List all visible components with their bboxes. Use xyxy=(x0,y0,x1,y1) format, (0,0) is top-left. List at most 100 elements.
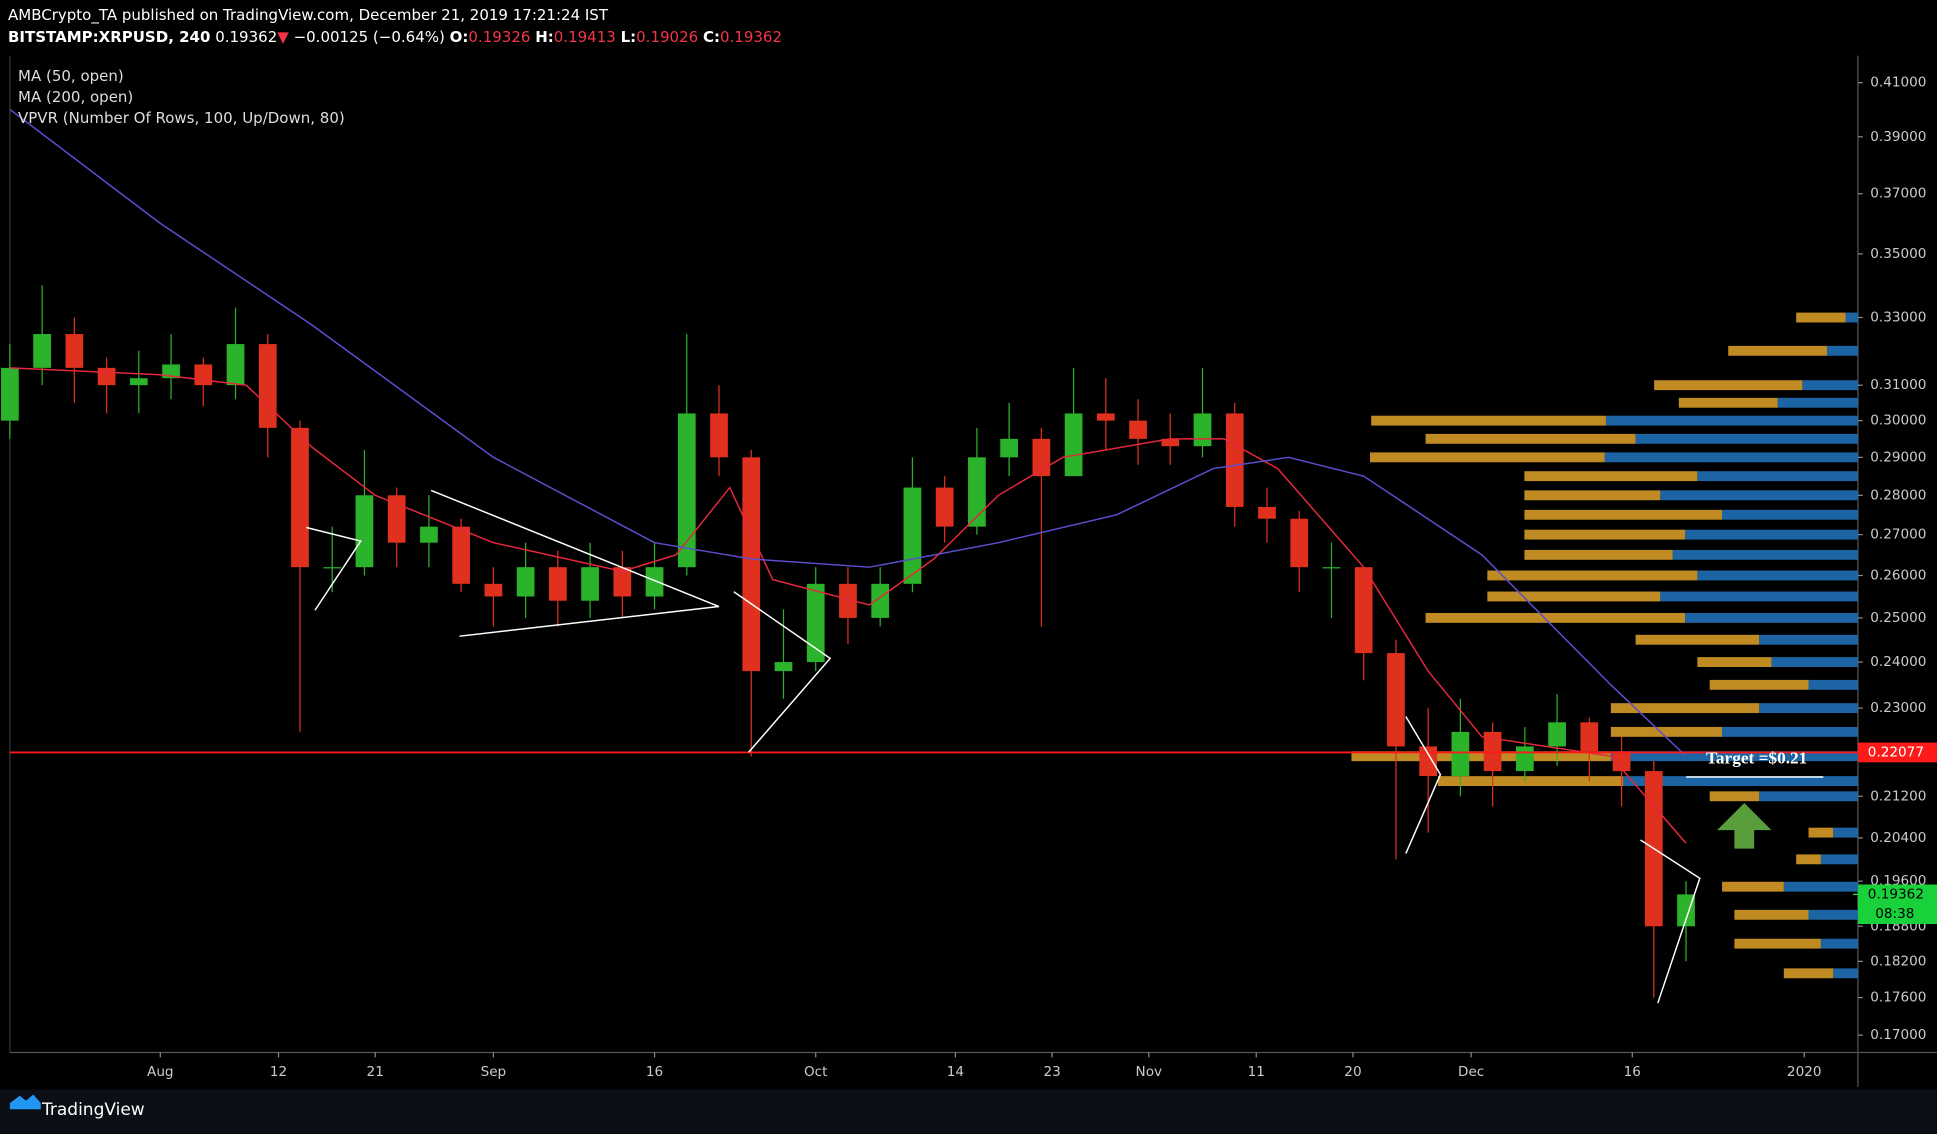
publisher: AMBCrypto_TA published on TradingView.co… xyxy=(8,6,608,24)
candle-body xyxy=(129,378,148,386)
candle-body xyxy=(871,583,890,618)
vpvr-down xyxy=(1654,380,1803,391)
legend-item: MA (50, open) xyxy=(18,67,124,85)
x-tick-label: Sep xyxy=(481,1064,507,1080)
vpvr-up xyxy=(1833,827,1858,838)
vpvr-up xyxy=(1722,509,1858,520)
vpvr-up xyxy=(1759,791,1858,802)
vpvr-down xyxy=(1734,938,1821,949)
ohlc-label: O: xyxy=(449,28,469,46)
candle-body xyxy=(1096,413,1115,421)
candle-body xyxy=(839,583,857,618)
vpvr-up xyxy=(1610,751,1858,762)
candle-body xyxy=(387,495,406,543)
vpvr-up xyxy=(1808,909,1858,920)
vpvr-up xyxy=(1684,612,1858,623)
vpvr-down xyxy=(1709,679,1809,690)
vpvr-down xyxy=(1437,776,1624,787)
publisher-line: AMBCrypto_TA published on TradingView.co… xyxy=(8,6,608,24)
vpvr-up xyxy=(1833,968,1858,979)
vpvr-down xyxy=(1722,881,1784,892)
ohlc-value: 0.19326 xyxy=(468,28,531,46)
vpvr-up xyxy=(1771,657,1858,668)
ohlc-label: L: xyxy=(620,28,637,46)
x-tick-label: 21 xyxy=(367,1064,384,1080)
last-price: 0.19362 xyxy=(1868,886,1924,902)
y-tick-label: 0.21200 xyxy=(1870,788,1926,804)
vpvr-up xyxy=(1604,452,1858,463)
candle-body xyxy=(1,367,19,421)
vpvr-down xyxy=(1524,471,1698,482)
candle-body xyxy=(742,457,761,672)
vpvr-down xyxy=(1369,452,1605,463)
x-tick-label: 12 xyxy=(270,1064,287,1080)
candle-body xyxy=(1419,746,1438,777)
vpvr-down xyxy=(1728,345,1828,356)
candle-body xyxy=(1483,731,1502,772)
candle-body xyxy=(581,567,599,601)
candle-body xyxy=(1548,722,1566,747)
candle-body xyxy=(774,662,793,672)
price-label: 0.22077 xyxy=(1868,744,1924,760)
y-tick-label: 0.17000 xyxy=(1870,1027,1926,1043)
countdown: 08:38 xyxy=(1875,906,1914,922)
candle-body xyxy=(1515,746,1534,772)
vpvr-up xyxy=(1808,679,1858,690)
candle-body xyxy=(1451,731,1470,777)
candle-body xyxy=(258,344,277,428)
vpvr-up xyxy=(1623,776,1858,787)
y-tick-label: 0.35000 xyxy=(1870,246,1926,262)
candle-body xyxy=(516,567,535,597)
y-tick-label: 0.39000 xyxy=(1870,129,1926,145)
candle-body xyxy=(484,583,503,597)
footer-bar xyxy=(0,1089,1937,1134)
legend-item: VPVR (Number Of Rows, 100, Up/Down, 80) xyxy=(18,109,345,127)
ohlc-value: 0.19362 xyxy=(719,28,782,46)
candle-body xyxy=(420,526,438,543)
vpvr-up xyxy=(1820,854,1858,865)
vpvr-up xyxy=(1820,938,1858,949)
y-tick-label: 0.23000 xyxy=(1870,700,1926,716)
price-label-box xyxy=(1857,742,1937,763)
y-tick-label: 0.29000 xyxy=(1870,449,1926,465)
y-tick-label: 0.37000 xyxy=(1870,186,1926,202)
triangle xyxy=(1640,839,1701,1004)
vpvr-up xyxy=(1697,471,1858,482)
candle-body xyxy=(806,583,825,663)
candle-body xyxy=(548,567,567,601)
vpvr-up xyxy=(1684,529,1858,540)
candle-body xyxy=(710,413,728,458)
y-tick-label: 0.25000 xyxy=(1870,610,1926,626)
candle-body xyxy=(1354,567,1373,654)
vpvr-down xyxy=(1808,827,1834,838)
candle-body xyxy=(1064,413,1083,477)
vpvr-down xyxy=(1796,854,1821,865)
candle-body xyxy=(162,364,180,379)
vpvr-down xyxy=(1487,570,1698,581)
vpvr-down xyxy=(1425,433,1636,444)
triangle xyxy=(430,489,720,637)
candle-body xyxy=(65,334,84,368)
candle-body xyxy=(613,567,632,597)
vpvr-down xyxy=(1678,397,1778,408)
triangle xyxy=(733,591,832,753)
ohlc-label: H: xyxy=(535,28,554,46)
candle-body xyxy=(935,487,954,527)
candle-body xyxy=(645,567,664,597)
x-tick-label: Dec xyxy=(1458,1064,1484,1080)
candle-body xyxy=(226,344,245,386)
ohlc-value: 0.19413 xyxy=(553,28,616,46)
y-tick-label: 0.30000 xyxy=(1870,413,1926,429)
vpvr-up xyxy=(1660,490,1858,501)
last-price-box xyxy=(1857,884,1937,925)
candle-body xyxy=(1161,438,1180,447)
vpvr-down xyxy=(1610,703,1760,714)
triangle xyxy=(1405,716,1442,854)
x-tick-label: 14 xyxy=(947,1064,964,1080)
triangle xyxy=(306,526,362,611)
candle-body xyxy=(1677,894,1695,927)
vpvr-up xyxy=(1635,433,1858,444)
y-tick-label: 0.26000 xyxy=(1870,567,1926,583)
candle-body xyxy=(291,427,309,568)
